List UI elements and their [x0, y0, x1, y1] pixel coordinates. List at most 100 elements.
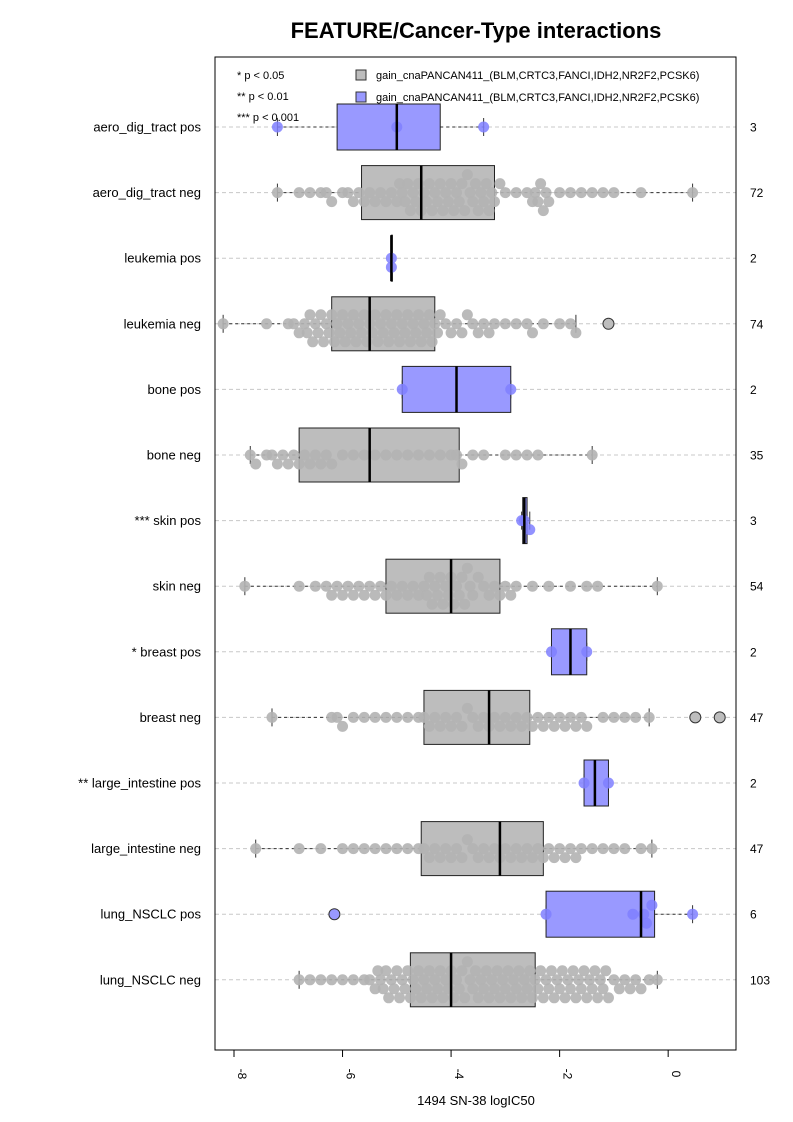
- data-point: [434, 720, 446, 732]
- data-point: [345, 327, 357, 339]
- data-point: [309, 580, 321, 592]
- data-point: [426, 992, 438, 1004]
- data-point: [353, 580, 365, 592]
- box-layer: [222, 103, 694, 1008]
- data-point: [488, 580, 500, 592]
- data-point: [478, 711, 490, 723]
- data-point: [529, 187, 541, 199]
- data-point: [337, 974, 349, 986]
- data-point: [456, 571, 468, 583]
- chart-title: FEATURE/Cancer-Type interactions: [291, 18, 662, 43]
- data-point: [369, 196, 381, 208]
- data-point: [564, 711, 576, 723]
- data-point: [480, 178, 492, 190]
- data-point: [467, 983, 479, 995]
- data-point: [502, 965, 514, 977]
- data-point: [597, 187, 609, 199]
- data-point: [434, 852, 446, 864]
- data-point: [516, 852, 528, 864]
- data-point: [456, 852, 468, 864]
- data-point: [315, 974, 327, 986]
- data-point: [564, 187, 576, 199]
- data-point: [467, 318, 479, 330]
- data-point: [524, 524, 536, 536]
- data-point: [537, 720, 549, 732]
- data-point: [402, 843, 414, 855]
- data-point: [304, 309, 316, 321]
- data-point: [396, 974, 408, 986]
- data-point: [630, 711, 642, 723]
- data-point: [564, 983, 576, 995]
- data-point: [304, 458, 316, 470]
- data-point: [318, 336, 330, 348]
- data-point: [619, 974, 631, 986]
- data-point: [510, 843, 522, 855]
- point-layer: [217, 104, 726, 1007]
- data-point: [413, 309, 425, 321]
- data-point: [404, 992, 416, 1004]
- data-point: [391, 196, 403, 208]
- data-point: [559, 992, 571, 1004]
- data-point: [537, 205, 549, 217]
- box: [550, 628, 588, 676]
- data-point: [459, 205, 471, 217]
- data-point: [597, 983, 609, 995]
- data-point: [581, 646, 593, 658]
- data-point: [328, 336, 340, 348]
- x-tick-label: -4: [452, 1069, 466, 1080]
- data-point: [643, 711, 655, 723]
- data-point: [423, 449, 435, 461]
- data-point: [521, 449, 533, 461]
- data-point: [448, 205, 460, 217]
- data-point: [486, 187, 498, 199]
- data-point: [342, 318, 354, 330]
- data-point: [217, 318, 229, 330]
- data-point: [451, 318, 463, 330]
- data-point: [407, 318, 419, 330]
- data-point: [369, 449, 381, 461]
- data-point: [570, 720, 582, 732]
- data-point: [581, 992, 593, 1004]
- data-point: [418, 318, 430, 330]
- data-point: [320, 449, 332, 461]
- data-point: [288, 318, 300, 330]
- outlier-point: [602, 317, 615, 330]
- data-point: [537, 318, 549, 330]
- data-point: [488, 196, 500, 208]
- data-point: [277, 449, 289, 461]
- x-tick-label: 0: [669, 1071, 683, 1078]
- data-point: [375, 318, 387, 330]
- data-point: [437, 992, 449, 1004]
- data-point: [540, 908, 552, 920]
- data-point: [505, 992, 517, 1004]
- data-point: [293, 327, 305, 339]
- data-point: [535, 178, 547, 190]
- data-point: [567, 965, 579, 977]
- x-tick-label: -8: [235, 1069, 249, 1080]
- data-point: [483, 205, 495, 217]
- data-point: [640, 917, 652, 929]
- data-point: [353, 187, 365, 199]
- data-point: [293, 458, 305, 470]
- data-point: [578, 777, 590, 789]
- data-point: [483, 992, 495, 1004]
- row-label: bone neg: [147, 448, 201, 463]
- data-point: [445, 327, 457, 339]
- data-point: [380, 589, 392, 601]
- data-point: [570, 852, 582, 864]
- data-point: [331, 580, 343, 592]
- data-point: [562, 974, 574, 986]
- data-point: [429, 974, 441, 986]
- data-point: [483, 327, 495, 339]
- data-point: [320, 580, 332, 592]
- data-point: [521, 843, 533, 855]
- data-point: [472, 992, 484, 1004]
- row-count: 54: [750, 580, 764, 594]
- data-point: [407, 580, 419, 592]
- data-point: [396, 580, 408, 592]
- data-point: [494, 178, 506, 190]
- data-point: [315, 309, 327, 321]
- data-point: [545, 965, 557, 977]
- data-point: [309, 318, 321, 330]
- x-tick-label: -6: [344, 1069, 358, 1080]
